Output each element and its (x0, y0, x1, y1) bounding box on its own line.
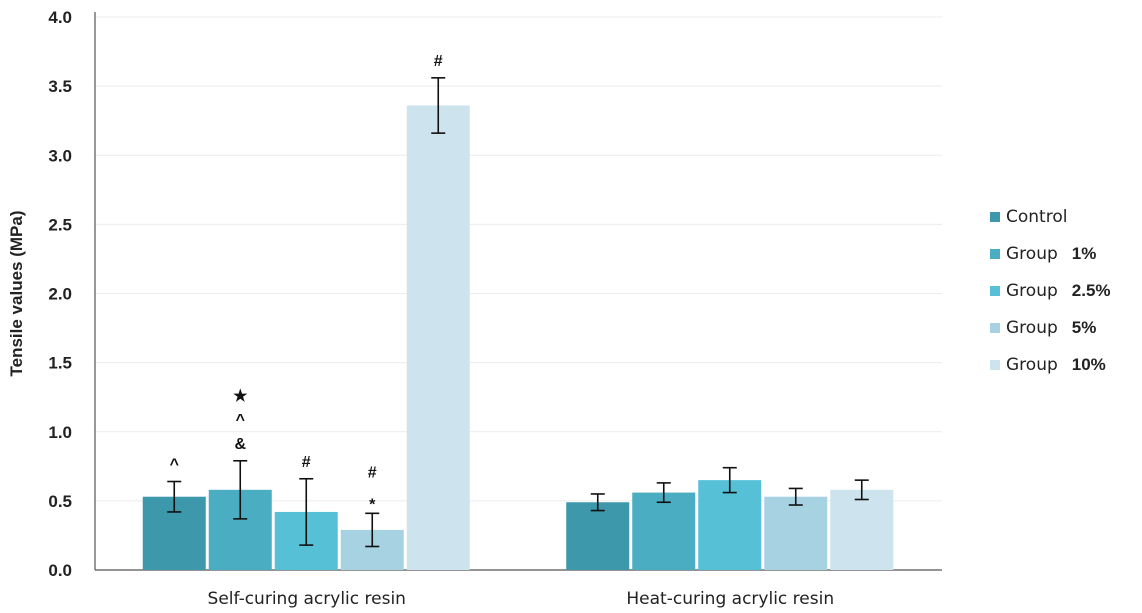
bar-25 (698, 480, 761, 570)
y-tick-label: 0.5 (48, 492, 72, 511)
significance-marker: ^ (170, 457, 179, 474)
y-tick-label: 1.5 (48, 354, 72, 373)
legend-swatch-icon (990, 212, 1000, 222)
legend-label: Group (1006, 318, 1058, 338)
legend-swatch-icon (990, 286, 1000, 296)
y-tick-label: 2.5 (48, 215, 72, 234)
bar-5 (764, 497, 827, 570)
x-category-label: Self-curing acrylic resin (208, 589, 406, 609)
bar-10 (407, 105, 470, 570)
legend-label: Group (1006, 355, 1058, 375)
legend-item-group-2-5: Group 2.5% (990, 272, 1111, 309)
legend-item-group-10: Group 10% (990, 346, 1111, 383)
significance-marker: # (434, 53, 443, 70)
y-tick-label: 4.0 (48, 8, 72, 27)
y-tick-label: 3.0 (48, 146, 72, 165)
significance-marker: ★ (233, 388, 248, 405)
legend-swatch-icon (990, 249, 1000, 259)
legend-label: Control (1006, 207, 1067, 227)
legend-item-group-5: Group 5% (990, 309, 1111, 346)
significance-marker: # (302, 454, 311, 471)
x-category-label: Heat-curing acrylic resin (626, 589, 834, 609)
y-axis-label: Tensile values (MPa) (7, 211, 26, 377)
legend-percent: 1% (1072, 244, 1097, 264)
legend-percent: 10% (1072, 355, 1106, 375)
y-tick-label: 1.0 (48, 423, 72, 442)
bar-1 (632, 493, 695, 570)
significance-marker: ^ (236, 412, 245, 429)
legend-percent: 2.5% (1072, 281, 1111, 301)
significance-marker: * (369, 496, 376, 513)
y-tick-label: 3.5 (48, 77, 72, 96)
legend-swatch-icon (990, 323, 1000, 333)
legend-label: Group (1006, 244, 1058, 264)
y-tick-label: 0.0 (48, 561, 72, 580)
bar-control (566, 502, 629, 570)
legend-swatch-icon (990, 360, 1000, 370)
y-tick-label: 2.0 (48, 285, 72, 304)
legend-item-control: Control (990, 198, 1111, 235)
chart-legend: Control Group 1% Group 2.5% Group 5% Gro… (990, 198, 1111, 383)
legend-label: Group (1006, 281, 1058, 301)
significance-marker: & (234, 436, 246, 453)
legend-percent: 5% (1072, 318, 1097, 338)
significance-marker: # (368, 464, 377, 481)
legend-item-group-1: Group 1% (990, 235, 1111, 272)
bar-10 (830, 490, 893, 570)
